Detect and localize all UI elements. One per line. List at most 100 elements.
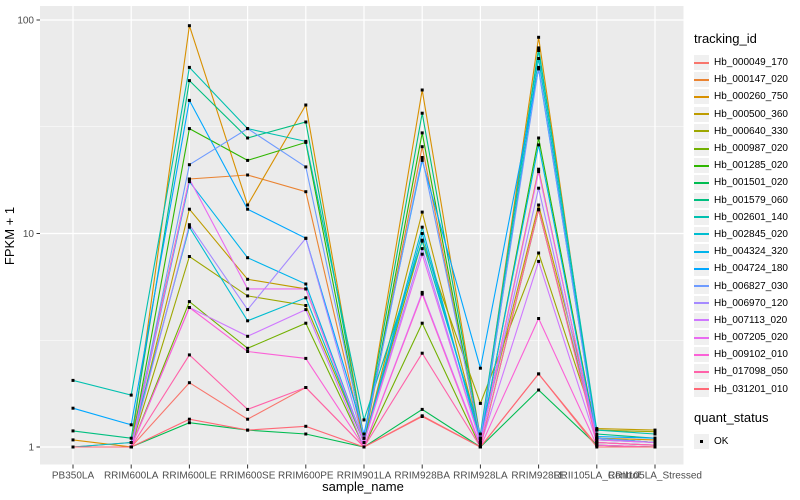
data-point: [537, 170, 541, 174]
black-square-point-icon: [699, 439, 704, 444]
data-point: [595, 441, 599, 444]
legend-key-box: [694, 175, 709, 191]
data-point: [304, 120, 308, 124]
data-point: [187, 65, 191, 69]
legend-label: Hb_006827_030: [714, 280, 788, 292]
data-point: [653, 430, 657, 434]
data-point: [246, 346, 250, 350]
data-point: [187, 177, 191, 181]
legend-title-tracking: tracking_id: [694, 31, 757, 46]
legend-key-box: [694, 226, 709, 242]
x-tick-label: RRIM600LA: [104, 471, 159, 482]
data-point: [595, 428, 599, 432]
series-color-line-icon: [694, 319, 709, 322]
data-point: [537, 65, 541, 69]
series-color-line-icon: [694, 95, 709, 98]
data-point: [246, 203, 250, 207]
legend-entry: Hb_001579_060: [694, 192, 798, 209]
legend-label: Hb_001285_020: [714, 160, 788, 172]
data-point: [187, 98, 191, 102]
series-color-line-icon: [694, 78, 709, 81]
data-point: [653, 445, 657, 449]
data-point: [304, 304, 308, 307]
x-tick-label: RRII105LA_Stressed: [608, 471, 702, 482]
data-point: [478, 441, 482, 444]
data-point: [129, 436, 133, 440]
y-tick-label: 100: [17, 16, 34, 27]
legend-entry: Hb_007205_020: [694, 329, 798, 346]
data-point: [129, 445, 133, 449]
data-point: [246, 256, 250, 260]
series-color-line-icon: [694, 164, 709, 167]
legend-label: Hb_000640_330: [714, 125, 788, 137]
legend-label: Hb_002845_020: [714, 228, 788, 240]
data-point: [71, 445, 75, 449]
data-point: [71, 438, 75, 442]
data-point: [653, 436, 657, 440]
data-point: [595, 432, 599, 436]
legend-key-box: [694, 295, 709, 311]
legend-entry: Hb_004724_180: [694, 260, 798, 277]
legend-label: Hb_007205_020: [714, 332, 788, 344]
data-point: [420, 252, 424, 256]
legend-label: Hb_000147_020: [714, 74, 788, 86]
y-axis-title: FPKM + 1: [2, 207, 17, 265]
data-point: [246, 173, 250, 177]
series-color-line-icon: [694, 216, 709, 219]
data-point: [362, 441, 366, 444]
legend-key-box: [694, 141, 709, 157]
data-point: [653, 428, 657, 432]
legend-key-box: [694, 106, 709, 122]
data-point: [187, 353, 191, 357]
data-point: [653, 443, 657, 447]
x-tick-label: RRIM600SE: [220, 471, 276, 482]
data-point: [537, 186, 541, 190]
series-color-line-icon: [694, 353, 709, 356]
data-point: [478, 443, 482, 447]
data-point: [420, 239, 424, 243]
data-point: [246, 334, 250, 338]
legend-label: Hb_001501_020: [714, 177, 788, 189]
data-point: [420, 225, 424, 229]
data-point: [246, 158, 250, 162]
data-point: [537, 136, 541, 140]
data-point: [304, 424, 308, 428]
data-point: [304, 165, 308, 169]
y-tick-label: 10: [23, 229, 35, 240]
data-point: [478, 438, 482, 442]
data-point: [362, 445, 366, 449]
legend-entry: Hb_001285_020: [694, 157, 798, 174]
legend-entry: Hb_031201_010: [694, 381, 798, 398]
series-color-line-icon: [694, 61, 709, 64]
x-tick-label: RRIM928BA: [394, 471, 450, 482]
data-point: [304, 190, 308, 194]
data-point: [187, 127, 191, 131]
data-point: [420, 131, 424, 135]
legend-label: Hb_004324_320: [714, 246, 788, 258]
data-point: [537, 143, 541, 147]
data-point: [537, 57, 541, 60]
legend-entry: Hb_009102_010: [694, 346, 798, 363]
data-point: [187, 300, 191, 304]
series-color-line-icon: [694, 147, 709, 150]
legend-key-box: [694, 364, 709, 380]
legend-key-box: [694, 433, 709, 449]
data-point: [129, 423, 133, 427]
x-tick-label: RRIM600PE: [278, 471, 334, 482]
data-point: [187, 381, 191, 385]
legend-key-box: [694, 72, 709, 88]
data-point: [246, 428, 250, 432]
legend-key-box: [694, 192, 709, 208]
data-point: [420, 321, 424, 325]
legend-entry: Hb_002601_140: [694, 209, 798, 226]
data-point: [246, 350, 250, 353]
legend-label: Hb_009102_010: [714, 349, 788, 361]
data-point: [537, 167, 541, 171]
legend-key-box: [694, 123, 709, 139]
data-point: [71, 429, 75, 433]
data-point: [478, 436, 482, 440]
data-point: [537, 388, 541, 392]
data-point: [537, 203, 541, 207]
data-point: [595, 435, 599, 438]
